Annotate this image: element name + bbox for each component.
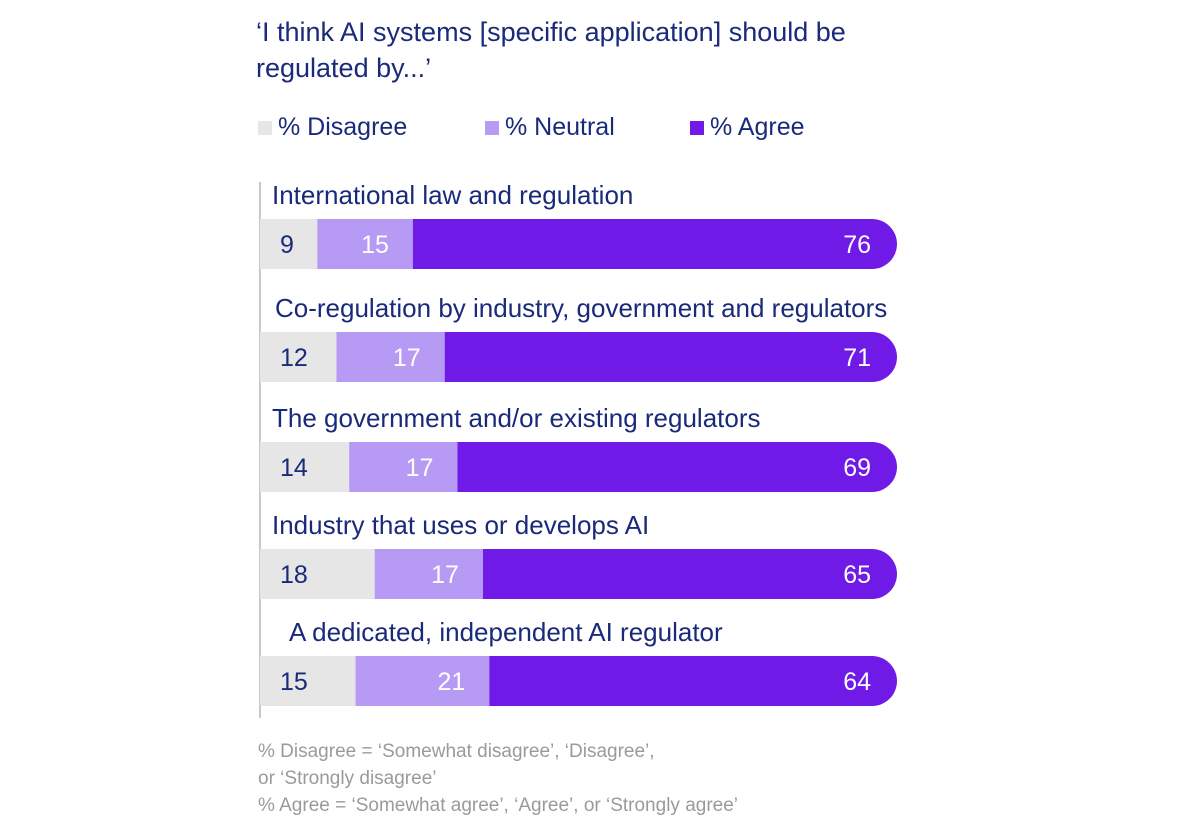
- data-label: 65: [843, 561, 871, 589]
- bar-neutral: [374, 549, 483, 599]
- bar-agree: [489, 656, 897, 706]
- data-label: 14: [280, 454, 308, 482]
- bar-neutral: [349, 442, 458, 492]
- bar-agree: [412, 219, 897, 269]
- footnote-line-1: % Disagree = ‘Somewhat disagree’, ‘Disag…: [258, 741, 655, 762]
- chart-title: ‘I think AI systems [specific applicatio…: [256, 17, 846, 83]
- category-label: Industry that uses or develops AI: [272, 510, 649, 540]
- bar-disagree: [260, 549, 375, 599]
- data-label: 9: [280, 231, 294, 259]
- footnote-line-2: or ‘Strongly disagree’: [258, 768, 437, 789]
- bar-disagree: [260, 442, 350, 492]
- category-label: The government and/or existing regulator…: [272, 403, 761, 433]
- data-label: 15: [361, 231, 389, 259]
- data-label: 64: [843, 668, 871, 696]
- legend-label-disagree: % Disagree: [278, 113, 408, 141]
- legend-swatch-disagree: [258, 121, 272, 135]
- category-label: Co-regulation by industry, government an…: [275, 293, 887, 323]
- footnote: % Disagree = ‘Somewhat disagree’, ‘Disag…: [258, 738, 958, 819]
- bar-agree: [482, 549, 897, 599]
- data-label: 12: [280, 344, 308, 372]
- data-label: 71: [843, 344, 871, 372]
- data-label: 15: [280, 668, 308, 696]
- bar-agree: [457, 442, 897, 492]
- legend-label-agree: % Agree: [710, 113, 805, 141]
- bar-disagree: [260, 219, 318, 269]
- category-label: A dedicated, independent AI regulator: [289, 617, 723, 647]
- data-label: 17: [406, 454, 434, 482]
- data-label: 17: [393, 344, 421, 372]
- category-label: International law and regulation: [272, 180, 633, 210]
- legend-label-neutral: % Neutral: [505, 113, 615, 141]
- data-label: 18: [280, 561, 308, 589]
- bar-neutral: [336, 332, 445, 382]
- legend-swatch-neutral: [485, 121, 499, 135]
- data-label: 17: [431, 561, 459, 589]
- bar-disagree: [260, 332, 337, 382]
- bar-neutral: [355, 656, 490, 706]
- data-label: 21: [438, 668, 466, 696]
- data-label: 76: [843, 231, 871, 259]
- legend-swatch-agree: [690, 121, 704, 135]
- bar-neutral: [317, 219, 413, 269]
- data-label: 69: [843, 454, 871, 482]
- bar-disagree: [260, 656, 356, 706]
- footnote-line-3: % Agree = ‘Somewhat agree’, ‘Agree’, or …: [258, 795, 739, 816]
- bar-agree: [444, 332, 897, 382]
